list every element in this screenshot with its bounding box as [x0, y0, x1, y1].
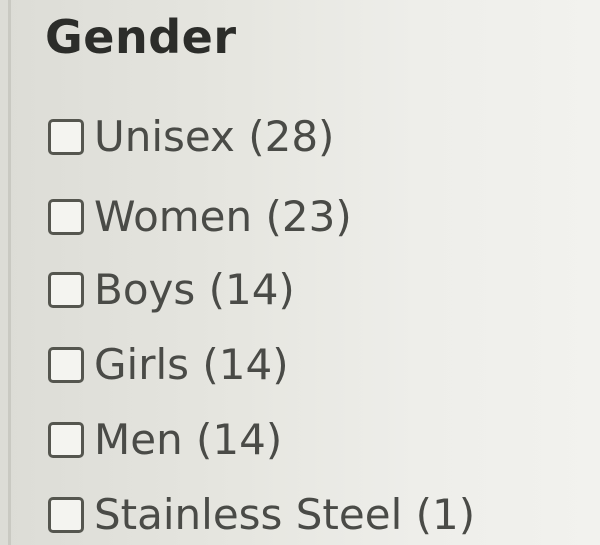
- checkbox[interactable]: [48, 346, 84, 383]
- option-men[interactable]: Men (14): [48, 415, 282, 464]
- option-label: Boys (14): [94, 265, 295, 314]
- option-women[interactable]: Women (23): [48, 192, 352, 241]
- filter-title: Gender: [45, 10, 237, 64]
- option-label: Girls (14): [94, 340, 289, 389]
- checkbox[interactable]: [48, 118, 84, 155]
- checkbox[interactable]: [48, 198, 84, 235]
- option-label: Women (23): [94, 192, 352, 241]
- panel-border: [8, 0, 11, 545]
- checkbox[interactable]: [48, 421, 84, 458]
- option-label: Stainless Steel (1): [94, 490, 476, 539]
- option-label: Men (14): [94, 415, 283, 464]
- option-unisex[interactable]: Unisex (28): [48, 112, 334, 161]
- option-stainless-steel[interactable]: Stainless Steel (1): [48, 490, 475, 539]
- checkbox[interactable]: [48, 271, 84, 308]
- option-girls[interactable]: Girls (14): [48, 340, 289, 389]
- option-label: Unisex (28): [94, 112, 335, 161]
- option-boys[interactable]: Boys (14): [48, 265, 295, 314]
- checkbox[interactable]: [48, 496, 84, 533]
